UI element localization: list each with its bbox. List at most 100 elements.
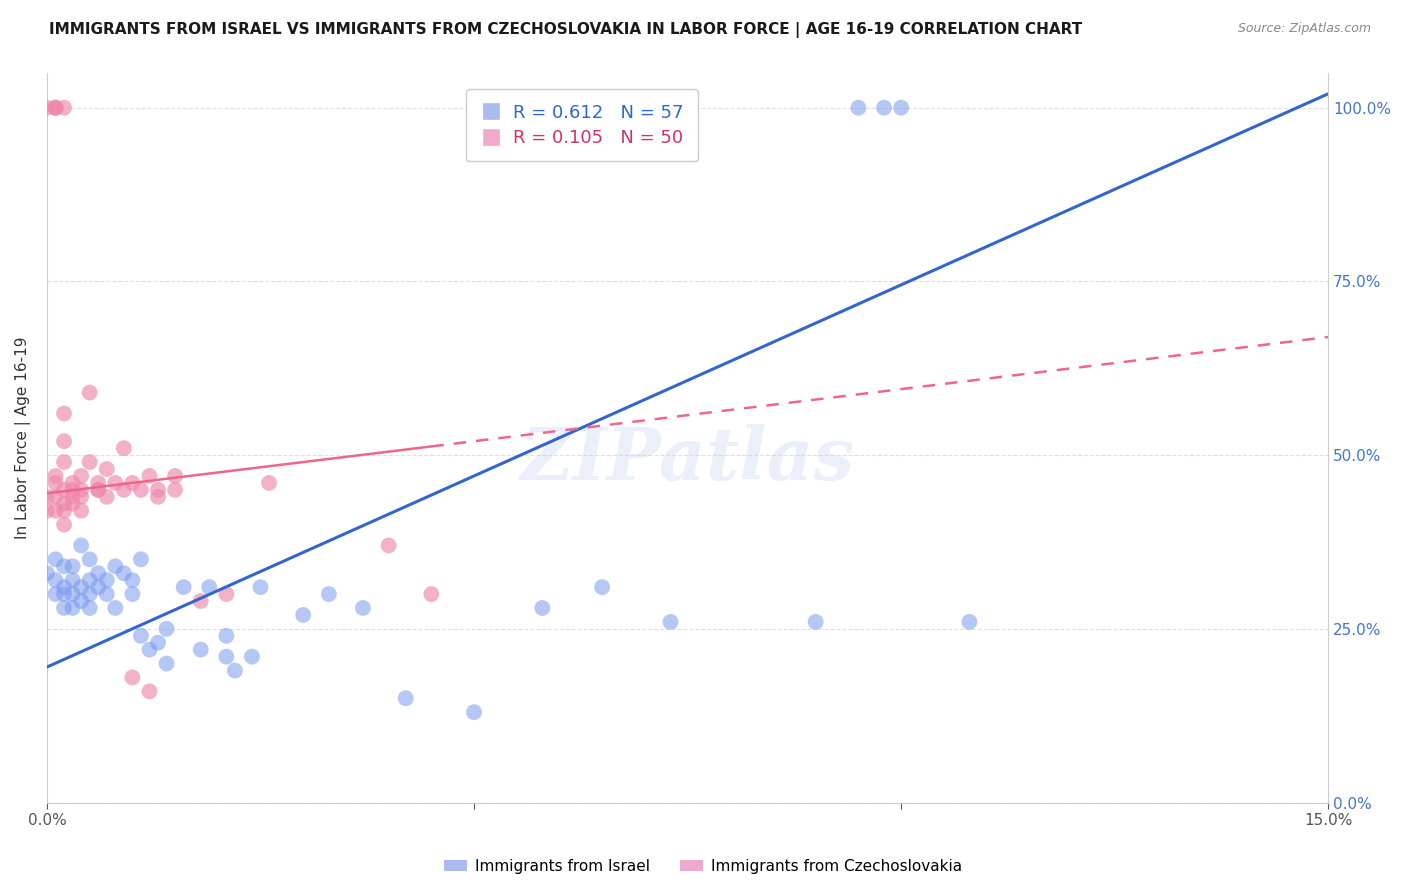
Point — [155, 657, 177, 671]
Point — [190, 594, 212, 608]
Point — [79, 385, 101, 400]
Point — [70, 538, 93, 552]
Point — [352, 601, 374, 615]
Point — [96, 462, 118, 476]
Point — [35, 566, 58, 581]
Point — [249, 580, 271, 594]
Point — [121, 670, 143, 684]
Point — [70, 504, 93, 518]
Point — [146, 490, 169, 504]
Point — [146, 483, 169, 497]
Point — [87, 475, 110, 490]
Point — [44, 101, 66, 115]
Point — [62, 490, 84, 504]
Point — [44, 490, 66, 504]
Point — [165, 469, 187, 483]
Point — [804, 615, 827, 629]
Point — [129, 552, 152, 566]
Text: IMMIGRANTS FROM ISRAEL VS IMMIGRANTS FROM CZECHOSLOVAKIA IN LABOR FORCE | AGE 16: IMMIGRANTS FROM ISRAEL VS IMMIGRANTS FRO… — [49, 22, 1083, 38]
Point — [44, 552, 66, 566]
Point — [676, 108, 699, 122]
Point — [87, 566, 110, 581]
Point — [873, 101, 896, 115]
Point — [44, 573, 66, 587]
Point — [104, 475, 127, 490]
Point — [53, 504, 76, 518]
Point — [104, 559, 127, 574]
Point — [138, 469, 160, 483]
Point — [224, 664, 246, 678]
Point — [53, 101, 76, 115]
Point — [112, 566, 135, 581]
Point — [70, 469, 93, 483]
Point — [79, 587, 101, 601]
Point — [138, 642, 160, 657]
Point — [318, 587, 340, 601]
Point — [87, 483, 110, 497]
Point — [53, 580, 76, 594]
Point — [377, 538, 399, 552]
Point — [848, 101, 870, 115]
Point — [44, 475, 66, 490]
Point — [257, 475, 280, 490]
Point — [138, 684, 160, 698]
Legend: R = 0.612   N = 57, R = 0.105   N = 50: R = 0.612 N = 57, R = 0.105 N = 50 — [465, 89, 697, 161]
Point — [62, 587, 84, 601]
Point — [215, 649, 238, 664]
Point — [62, 601, 84, 615]
Point — [112, 483, 135, 497]
Point — [96, 587, 118, 601]
Point — [70, 580, 93, 594]
Point — [121, 475, 143, 490]
Point — [62, 573, 84, 587]
Point — [62, 483, 84, 497]
Point — [890, 101, 912, 115]
Point — [44, 101, 66, 115]
Text: Source: ZipAtlas.com: Source: ZipAtlas.com — [1237, 22, 1371, 36]
Point — [215, 587, 238, 601]
Point — [676, 101, 699, 115]
Point — [62, 475, 84, 490]
Point — [53, 517, 76, 532]
Point — [44, 587, 66, 601]
Point — [395, 691, 418, 706]
Point — [198, 580, 221, 594]
Point — [62, 497, 84, 511]
Point — [215, 629, 238, 643]
Legend: Immigrants from Israel, Immigrants from Czechoslovakia: Immigrants from Israel, Immigrants from … — [439, 853, 967, 880]
Point — [79, 455, 101, 469]
Point — [420, 587, 443, 601]
Point — [35, 504, 58, 518]
Point — [44, 469, 66, 483]
Point — [87, 580, 110, 594]
Point — [79, 573, 101, 587]
Point — [155, 622, 177, 636]
Point — [104, 601, 127, 615]
Point — [659, 615, 682, 629]
Point — [165, 483, 187, 497]
Point — [70, 483, 93, 497]
Point — [62, 559, 84, 574]
Point — [53, 559, 76, 574]
Point — [79, 601, 101, 615]
Point — [79, 552, 101, 566]
Y-axis label: In Labor Force | Age 16-19: In Labor Force | Age 16-19 — [15, 336, 31, 539]
Point — [53, 434, 76, 449]
Point — [129, 483, 152, 497]
Point — [957, 615, 980, 629]
Point — [463, 705, 485, 719]
Point — [53, 483, 76, 497]
Point — [53, 406, 76, 420]
Point — [121, 573, 143, 587]
Point — [531, 601, 554, 615]
Point — [35, 101, 58, 115]
Point — [53, 601, 76, 615]
Point — [53, 497, 76, 511]
Point — [53, 455, 76, 469]
Point — [591, 580, 613, 594]
Point — [70, 594, 93, 608]
Point — [121, 587, 143, 601]
Point — [96, 490, 118, 504]
Point — [173, 580, 195, 594]
Point — [240, 649, 263, 664]
